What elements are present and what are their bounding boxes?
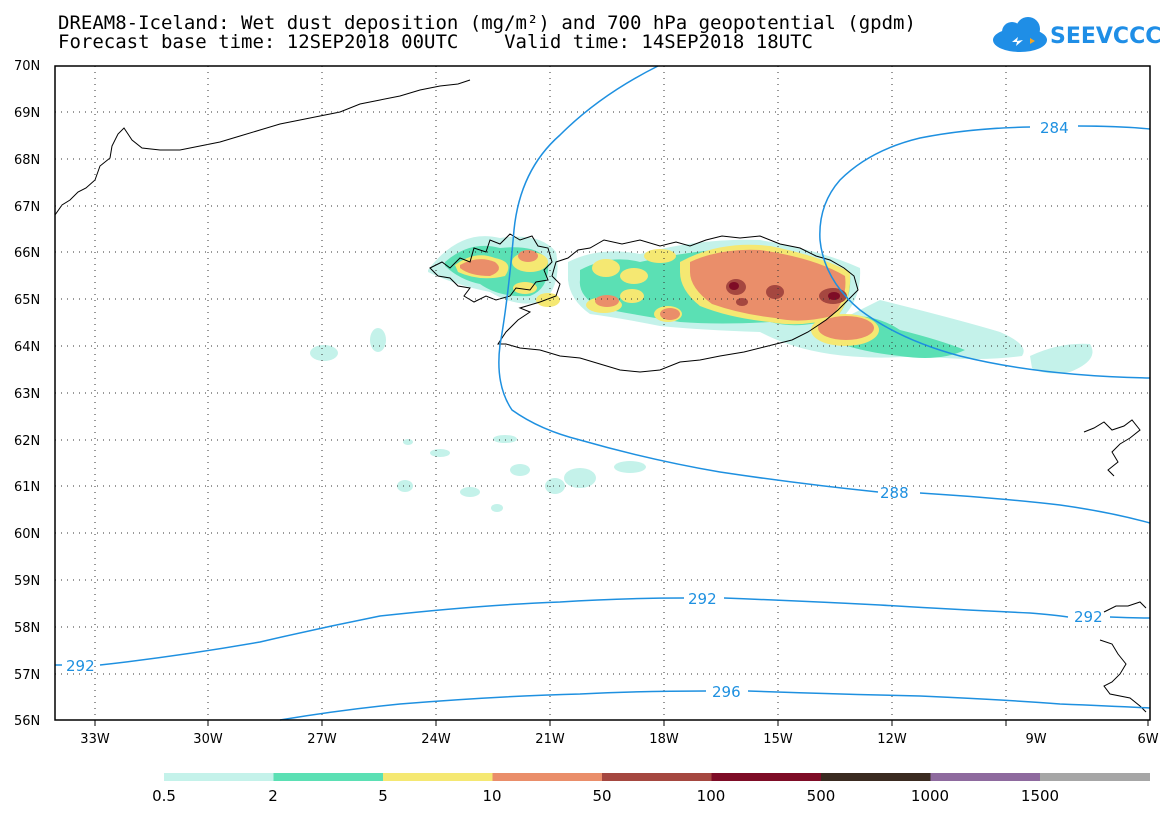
colorbar-swatch — [273, 773, 384, 781]
map-frame — [54, 65, 1151, 721]
contour-line-292-right — [1109, 616, 1151, 619]
lon-label: 33W — [80, 732, 110, 747]
contour-label: 292 — [1074, 608, 1103, 626]
lon-label: 9W — [1025, 732, 1046, 747]
contour-line-288-west — [498, 65, 879, 493]
contour-label: 288 — [880, 484, 909, 502]
lat-label: 67N — [14, 200, 40, 215]
lon-label: 21W — [535, 732, 565, 747]
lat-label: 68N — [14, 153, 40, 168]
lat-label: 58N — [14, 621, 40, 636]
contour-line-292-mid — [723, 597, 1069, 618]
colorbar-label: 500 — [806, 787, 836, 805]
latitude-labels: 70N 69N 68N 67N 66N 65N 64N 63N 62N 61N … — [14, 59, 40, 729]
colorbar-label: 1000 — [910, 787, 950, 805]
contour-line-296-right — [747, 690, 1151, 709]
lat-label: 62N — [14, 434, 40, 449]
lat-label: 60N — [14, 527, 40, 542]
contour-label: 292 — [66, 657, 95, 675]
cloud-icon — [993, 17, 1047, 52]
logo-text: SEEVCCC — [1050, 24, 1162, 49]
lat-label: 66N — [14, 246, 40, 261]
lat-label: 63N — [14, 387, 40, 402]
contour-line-292-left — [99, 597, 685, 666]
colorbar-label: 50 — [592, 787, 612, 805]
lat-label: 70N — [14, 59, 40, 74]
map-title-line-1: DREAM8-Iceland: Wet dust deposition (mg/… — [58, 12, 916, 34]
contour-line-284-west — [819, 126, 1151, 379]
map-title-line-2: Forecast base time: 12SEP2018 00UTC Vali… — [58, 31, 813, 53]
lon-label: 27W — [307, 732, 337, 747]
contour-label: 284 — [1040, 119, 1069, 137]
colorbar-swatch — [164, 773, 274, 781]
colorbar-label: 0.5 — [152, 787, 176, 805]
lon-label: 30W — [193, 732, 223, 747]
colorbar-swatch — [930, 773, 1041, 781]
contour-line-284-east — [1077, 125, 1151, 130]
geopotential-contours — [55, 65, 1151, 721]
lon-label: 12W — [877, 732, 907, 747]
contour-label: 292 — [688, 590, 717, 608]
colorbar-swatch — [1040, 773, 1150, 781]
colorbar-swatch — [821, 773, 931, 781]
scotland-coast — [1099, 601, 1147, 713]
colorbar-label: 100 — [696, 787, 726, 805]
colorbar-label: 2 — [268, 787, 278, 805]
colorbar-label: 5 — [378, 787, 388, 805]
coastlines — [54, 79, 1147, 713]
lon-label: 15W — [763, 732, 793, 747]
lon-label: 24W — [421, 732, 451, 747]
lon-label: 18W — [649, 732, 679, 747]
lat-label: 57N — [14, 668, 40, 683]
contour-labels: 284 288 292 292 292 296 — [66, 119, 1103, 701]
longitude-labels: 33W 30W 27W 24W 21W 18W 15W 12W 9W 6W — [80, 732, 1158, 747]
lat-label: 64N — [14, 340, 40, 355]
graticule — [55, 66, 1150, 720]
contour-line-288-east — [919, 492, 1151, 524]
colorbar-label: 1500 — [1020, 787, 1060, 805]
colorbar-label: 10 — [482, 787, 502, 805]
contour-line-296-left — [279, 690, 707, 721]
lat-label: 56N — [14, 714, 40, 729]
lat-label: 65N — [14, 293, 40, 308]
colorbar-swatch — [492, 773, 603, 781]
lat-label: 59N — [14, 574, 40, 589]
colorbar — [164, 773, 1150, 781]
colorbar-swatch — [602, 773, 712, 781]
axis-ticks — [94, 720, 1149, 726]
iceland-coast — [429, 233, 553, 303]
colorbar-swatch — [383, 773, 493, 781]
dust-deposition-shading — [310, 236, 1093, 512]
lat-label: 61N — [14, 480, 40, 495]
lat-label: 69N — [14, 106, 40, 121]
contour-label: 296 — [712, 683, 741, 701]
greenland-coast — [54, 79, 471, 216]
iceland-coast-main — [497, 235, 859, 373]
faroe-coast — [1083, 419, 1141, 477]
colorbar-swatch — [711, 773, 822, 781]
seevccc-logo — [993, 17, 1047, 52]
lon-label: 6W — [1137, 732, 1158, 747]
